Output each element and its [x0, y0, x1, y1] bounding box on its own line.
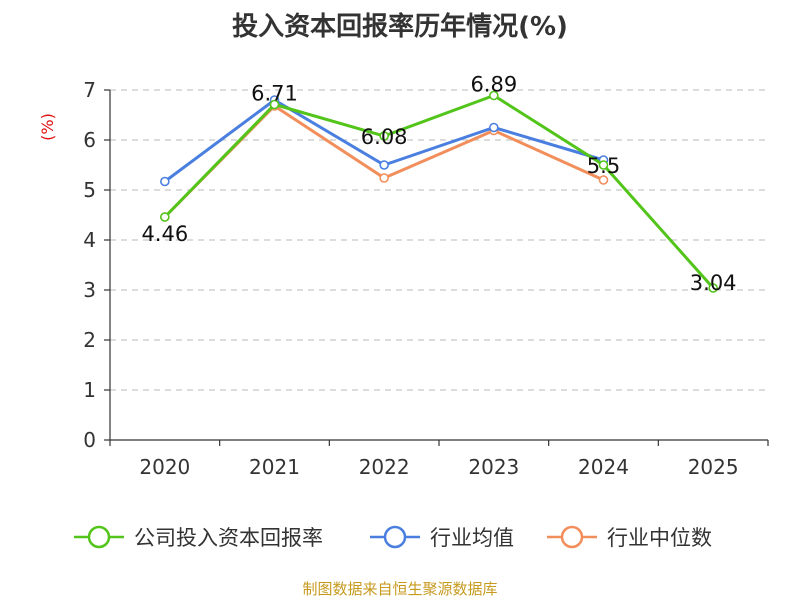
data-point [598, 175, 609, 185]
y-tick-label: 0 [83, 428, 96, 452]
data-label: 6.71 [251, 82, 298, 106]
y-axis: 0 1 2 3 4 5 6 7 [83, 78, 111, 452]
data-point [379, 160, 389, 170]
series-line [163, 94, 715, 289]
data-label: 3.04 [690, 271, 737, 295]
x-tick-label: 2022 [359, 455, 410, 479]
data-point [160, 176, 170, 187]
y-tick-label: 1 [83, 378, 96, 402]
legend-label: 行业均值 [430, 526, 514, 550]
data-point [489, 122, 499, 133]
x-tick-label: 2021 [249, 455, 300, 479]
y-tick-label: 4 [83, 228, 96, 252]
data-label: 6.89 [470, 73, 517, 97]
y-tick-label: 7 [83, 78, 96, 102]
data-label: 6.08 [361, 125, 408, 149]
y-tick-label: 6 [83, 128, 96, 152]
x-tick-label: 2023 [468, 455, 519, 479]
data-point [598, 160, 609, 170]
legend: 公司投入资本回报率 行业均值 行业中位数 [74, 525, 712, 550]
legend-label: 公司投入资本回报率 [134, 526, 323, 550]
data-point [160, 212, 170, 222]
y-tick-label: 5 [83, 178, 96, 202]
x-tick-label: 2025 [688, 455, 739, 479]
legend-marker [560, 525, 584, 549]
data-point [269, 99, 280, 110]
y-tick-label: 3 [83, 278, 96, 302]
chart-title: 投入资本回报率历年情况(%) [232, 12, 568, 42]
legend-label: 行业中位数 [607, 526, 712, 550]
legend-marker [87, 525, 111, 549]
x-tick-label: 2024 [578, 455, 629, 479]
data-labels: 4.46 6.71 6.08 6.89 5.5 3.04 [141, 73, 736, 296]
data-point [708, 283, 718, 293]
series-group [160, 90, 718, 293]
y-axis-label: (%) [38, 113, 57, 141]
data-point [379, 173, 389, 183]
source-note: 制图数据来自恒生聚源数据库 [302, 580, 498, 598]
data-label: 5.5 [587, 154, 620, 178]
x-axis: 2020 2021 2022 2023 2024 2025 [109, 439, 769, 479]
data-point [379, 131, 389, 141]
x-tick-label: 2020 [139, 455, 190, 479]
data-point [489, 90, 499, 101]
data-label: 4.46 [141, 222, 188, 246]
legend-marker [383, 525, 407, 549]
y-tick-label: 2 [83, 328, 96, 352]
